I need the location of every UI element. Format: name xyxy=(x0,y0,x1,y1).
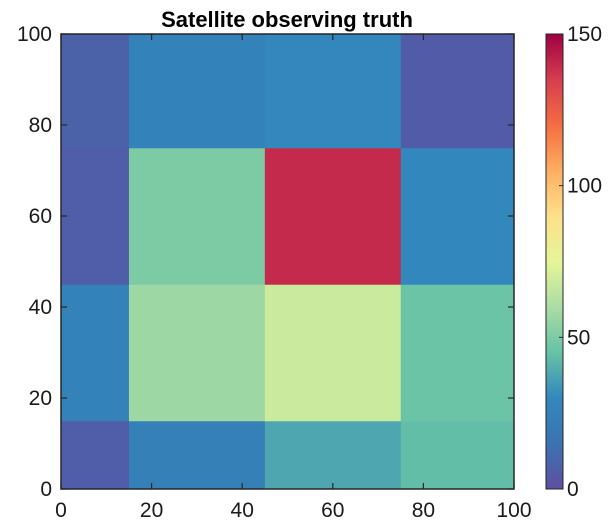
x-tick-label: 80 xyxy=(412,499,435,522)
heatmap-cell-r1-c2 xyxy=(264,284,402,422)
heatmap-cell-r1-c1 xyxy=(128,284,266,422)
heatmap-cells xyxy=(61,34,515,490)
x-tick-label: 60 xyxy=(321,499,344,522)
colorbar-bar xyxy=(545,33,564,490)
x-tick-label: 20 xyxy=(140,499,163,522)
x-axis: 0 20 40 60 80 100 xyxy=(55,34,532,522)
chart-title: Satellite observing truth xyxy=(161,7,413,32)
colorbar-tick-label: 0 xyxy=(567,478,579,501)
heatmap-cell-r0-c0 xyxy=(61,420,130,490)
y-tick-label: 0 xyxy=(40,478,52,501)
heatmap-cell-r2-c3 xyxy=(400,147,515,285)
x-tick-label: 0 xyxy=(55,499,67,522)
x-tick-label: 40 xyxy=(231,499,254,522)
y-tick-label: 60 xyxy=(29,205,52,228)
y-tick-label: 80 xyxy=(29,114,52,137)
heatmap-cell-r0-c2 xyxy=(264,420,402,490)
y-tick-label: 20 xyxy=(29,387,52,410)
heatmap-cell-r3-c2 xyxy=(264,34,402,149)
heatmap-cell-r3-c3 xyxy=(400,34,515,149)
y-tick-label: 40 xyxy=(29,296,52,319)
x-tick-label: 100 xyxy=(496,499,531,522)
heatmap-cell-r0-c3 xyxy=(400,420,515,490)
y-axis: 0 20 40 60 80 100 xyxy=(17,23,514,501)
colorbar: 0 50 100 150 xyxy=(545,23,602,501)
heatmap-cell-r3-c0 xyxy=(61,34,130,149)
colorbar-ticks: 0 50 100 150 xyxy=(559,23,602,501)
heatmap-cell-r3-c1 xyxy=(128,34,266,149)
heatmap-cell-r2-c1 xyxy=(128,147,266,285)
heatmap-cell-r1-c0 xyxy=(61,284,130,422)
y-tick-label: 100 xyxy=(17,23,52,46)
colorbar-tick-label: 100 xyxy=(567,175,602,198)
heatmap-cell-r0-c1 xyxy=(128,420,266,490)
heatmap-cell-r1-c3 xyxy=(400,284,515,422)
plot-frame xyxy=(60,33,515,490)
heatmap-cell-r2-c0 xyxy=(61,147,130,285)
colorbar-tick-label: 50 xyxy=(567,326,590,349)
colorbar-tick-label: 150 xyxy=(567,23,602,46)
heatmap-cell-r2-c2 xyxy=(264,147,402,285)
